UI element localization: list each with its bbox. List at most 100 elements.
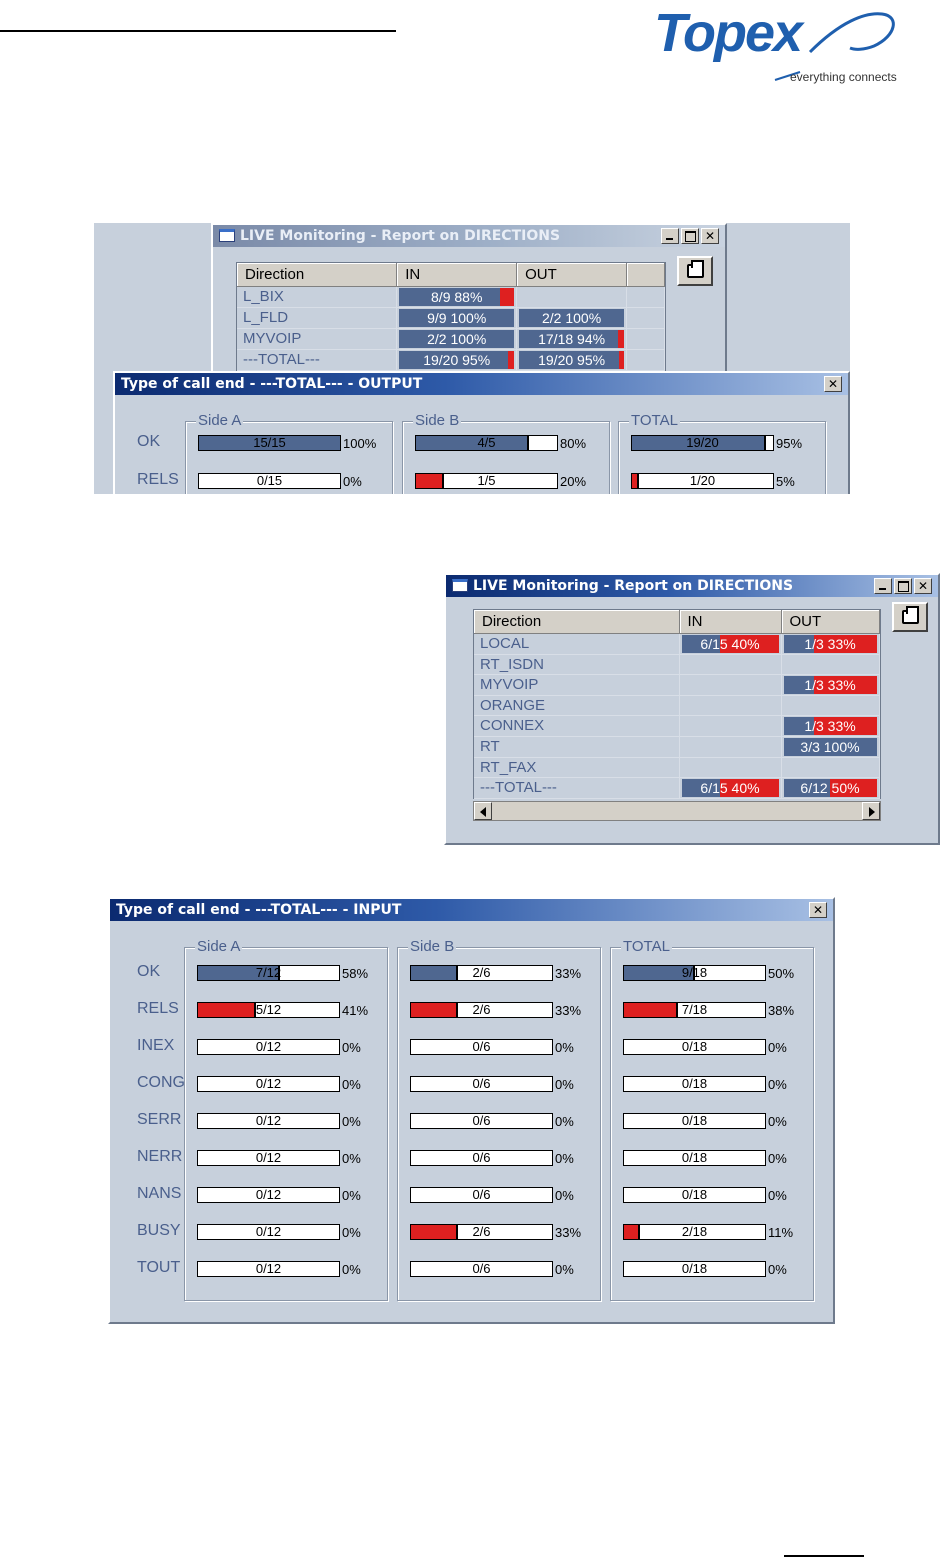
progress-count-label: 0/18 (681, 1039, 708, 1054)
column-header[interactable]: Direction (237, 263, 398, 287)
input-close-button[interactable]: ✕ (809, 902, 827, 918)
failure-fill (720, 634, 779, 653)
table-row[interactable]: ORANGE (474, 695, 880, 716)
print-button[interactable] (892, 602, 928, 632)
percent-label: 0% (342, 1225, 361, 1240)
table-row[interactable]: L_BIX 8/9 88% (237, 286, 665, 308)
in-cell (679, 674, 782, 696)
progress-bar: 1/5 (415, 473, 558, 489)
output-close-button[interactable]: ✕ (824, 376, 842, 392)
out-cell: 6/12 50% (781, 777, 880, 799)
close-button[interactable]: ✕ (701, 228, 719, 244)
progress-bar: 0/6 (410, 1113, 553, 1129)
progress-count-label: 0/6 (472, 1187, 491, 1202)
horizontal-scrollbar[interactable] (473, 801, 881, 821)
percent-label: 0% (342, 1151, 361, 1166)
table-row[interactable]: ---TOTAL--- 19/20 95% 19/20 95% (237, 349, 665, 371)
input-window-titlebar[interactable]: Type of call end - ---TOTAL--- - INPUT (110, 899, 833, 921)
in-ratio-bar: 8/9 88% (399, 287, 515, 306)
out-ratio-label: 1/3 33% (804, 676, 856, 693)
in-cell: 9/9 100% (396, 307, 518, 329)
call-end-type-label: OK (137, 963, 161, 980)
percent-label: 58% (342, 966, 369, 981)
progress-bar: 0/15 (198, 473, 341, 489)
direction-cell: CONNEX (474, 715, 680, 737)
failure-fill (720, 778, 779, 797)
logo-tagline: everything connects (790, 70, 897, 84)
out-ratio-bar: 2/2 100% (519, 308, 625, 327)
column-header[interactable] (626, 263, 665, 287)
progress-bar: 2/18 (623, 1224, 766, 1240)
progress-bar: 7/12 (197, 965, 340, 981)
percent-label: 20% (560, 474, 587, 489)
minimize-button[interactable] (661, 228, 679, 244)
print-button[interactable] (677, 256, 713, 286)
in-cell: 6/15 40% (679, 777, 782, 799)
table-row[interactable]: L_FLD 9/9 100% 2/2 100% (237, 307, 665, 329)
out-ratio-bar: 1/3 33% (783, 634, 877, 653)
progress-count-label: 0/12 (255, 1076, 282, 1091)
output-window-titlebar[interactable]: Type of call end - ---TOTAL--- - OUTPUT (115, 373, 848, 395)
scroll-right-arrow-icon[interactable] (862, 802, 880, 820)
call-end-type-label: NERR (137, 1148, 183, 1165)
live-window-1-titlebar[interactable]: LIVE Monitoring - Report on DIRECTIONS (213, 225, 725, 247)
close-button[interactable]: ✕ (914, 578, 932, 594)
progress-bar: 0/18 (623, 1261, 766, 1277)
input-window-title: Type of call end - ---TOTAL--- - INPUT (116, 902, 402, 918)
failure-fill (618, 350, 625, 369)
progress-bar: 4/5 (415, 435, 558, 451)
out-ratio-bar: 19/20 95% (519, 350, 625, 369)
out-ratio-label: 6/12 50% (800, 779, 860, 796)
directions-table-2[interactable]: Direction IN OUT LOCAL 6/15 40% 1/3 33% RT_ISD… (473, 609, 881, 799)
live-window-2-titlebar[interactable]: LIVE Monitoring - Report on DIRECTIONS (446, 575, 938, 597)
table-row[interactable]: CONNEX 1/3 33% (474, 715, 880, 737)
directions-table-1[interactable]: Direction IN OUT L_BIX 8/9 88% L_FLD 9/9 100% 2… (236, 262, 666, 372)
failure-fill (500, 287, 515, 306)
in-ratio-label: 6/15 40% (700, 635, 760, 652)
column-header[interactable]: IN (396, 263, 518, 287)
table-row[interactable]: ---TOTAL--- 6/15 40% 6/12 50% (474, 777, 880, 799)
percent-label: 0% (342, 1077, 361, 1092)
out-ratio-label: 17/18 94% (538, 330, 606, 347)
out-cell (781, 654, 880, 675)
table-row[interactable]: MYVOIP 1/3 33% (474, 674, 880, 696)
scroll-left-arrow-icon[interactable] (474, 802, 492, 820)
progress-bar: 0/6 (410, 1076, 553, 1092)
progress-count-label: 1/5 (477, 473, 496, 488)
progress-bar: 1/20 (631, 473, 774, 489)
call-end-type-label: INEX (137, 1037, 175, 1054)
maximize-button[interactable] (894, 578, 912, 594)
input-window: Type of call end - ---TOTAL--- - INPUT ✕… (108, 897, 835, 1324)
table-row[interactable]: MYVOIP 2/2 100% 17/18 94% (237, 328, 665, 350)
percent-label: 0% (768, 1188, 787, 1203)
percent-label: 33% (555, 1225, 582, 1240)
table-row[interactable]: LOCAL 6/15 40% 1/3 33% (474, 633, 880, 655)
in-cell: 19/20 95% (396, 349, 518, 371)
progress-bar: 0/18 (623, 1039, 766, 1055)
progress-bar: 2/6 (410, 1002, 553, 1018)
progress-bar: 5/12 (197, 1002, 340, 1018)
table-row[interactable]: RT 3/3 100% (474, 736, 880, 758)
percent-label: 0% (768, 1151, 787, 1166)
column-header[interactable]: Direction (474, 610, 680, 634)
printer-icon (902, 606, 919, 624)
out-cell: 3/3 100% (781, 736, 880, 758)
column-header[interactable]: IN (679, 610, 782, 634)
progress-fill (632, 436, 766, 450)
column-header[interactable]: OUT (781, 610, 880, 634)
direction-cell: L_BIX (237, 286, 398, 308)
progress-count-label: 4/5 (477, 435, 496, 450)
table-row[interactable]: RT_FAX (474, 757, 880, 778)
progress-count-label: 0/18 (681, 1113, 708, 1128)
out-ratio-label: 2/2 100% (542, 309, 602, 326)
progress-bar: 0/12 (197, 1224, 340, 1240)
maximize-button[interactable] (681, 228, 699, 244)
table-row[interactable]: RT_ISDN (474, 654, 880, 675)
call-end-type-label: RELS (137, 1000, 179, 1017)
progress-count-label: 0/12 (255, 1224, 282, 1239)
column-header[interactable]: OUT (516, 263, 628, 287)
out-cell: 19/20 95% (516, 349, 628, 371)
minimize-button[interactable] (874, 578, 892, 594)
group-box: Side A (184, 938, 388, 1301)
group-box: Side B (402, 412, 610, 494)
